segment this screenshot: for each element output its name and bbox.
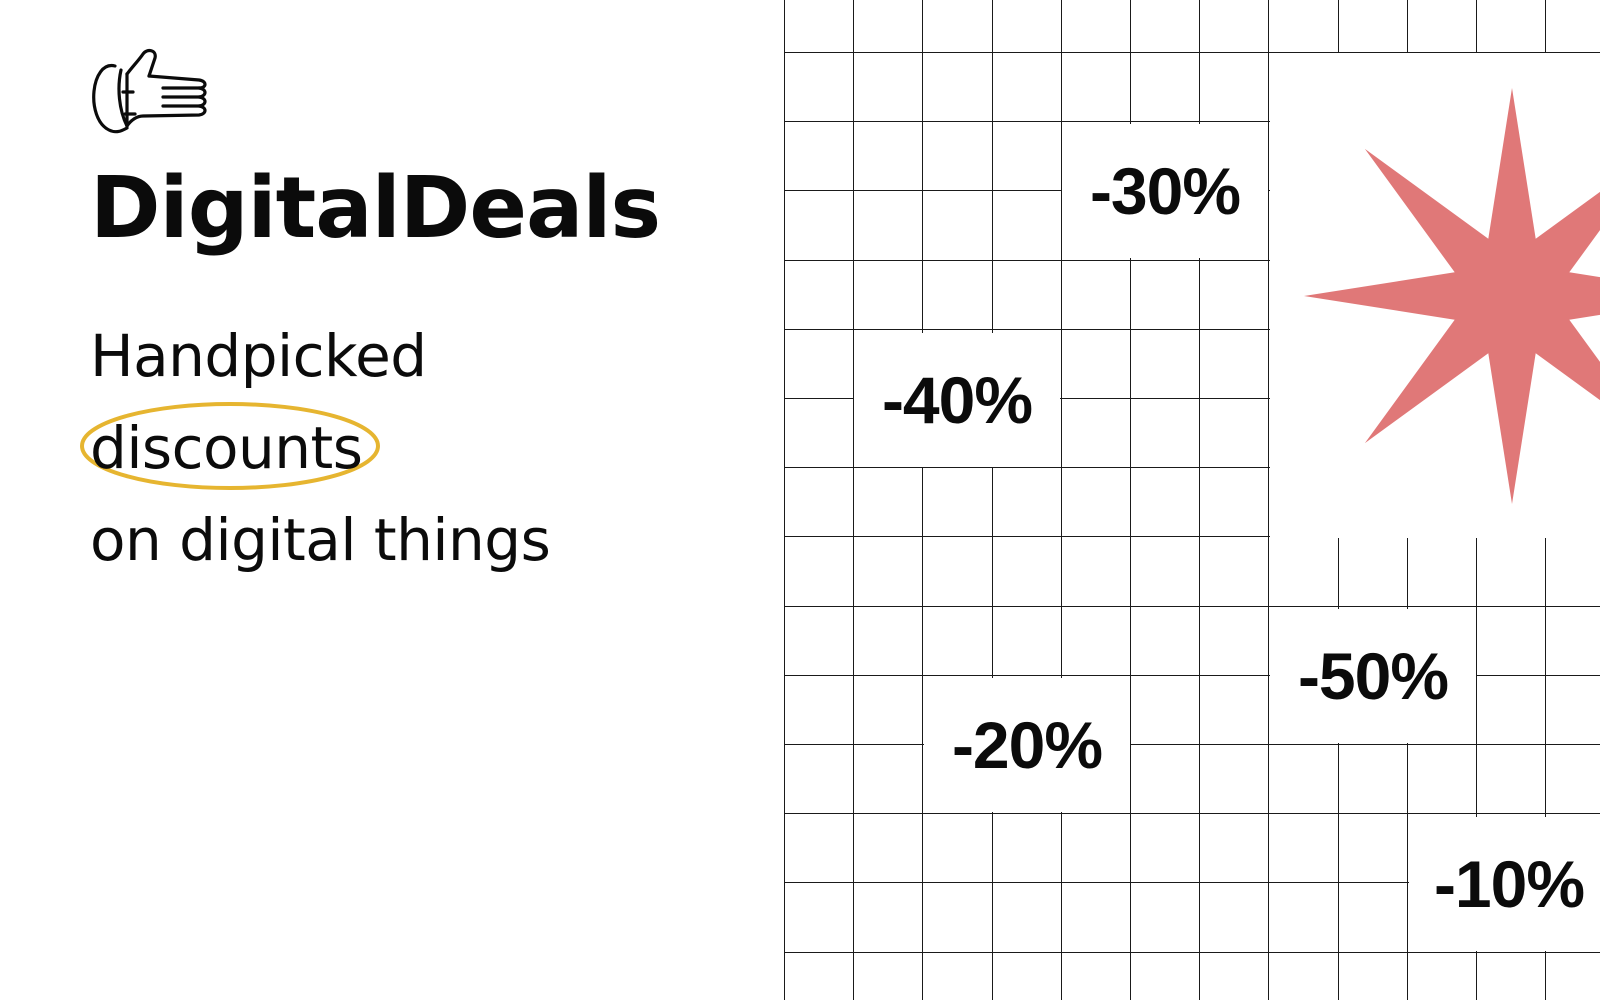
- tagline: Handpicked discounts on digital things: [80, 310, 551, 586]
- discount-badge-30: -30%: [1062, 124, 1268, 258]
- discount-grid: -30% -40% -50% -20% -10%: [784, 0, 1600, 1000]
- discount-badge-50: -50%: [1270, 609, 1476, 743]
- discount-badge-10: -10%: [1409, 817, 1600, 951]
- starburst-shape: [1304, 88, 1600, 504]
- discount-badge-40: -40%: [854, 333, 1060, 467]
- discount-badge-20: -20%: [924, 678, 1130, 812]
- brand-title: DigitalDeals: [90, 159, 661, 258]
- tagline-line-1: Handpicked: [90, 322, 427, 390]
- thumbs-up-hand-icon: [92, 48, 207, 134]
- highlighted-word: discounts: [80, 402, 550, 494]
- tagline-line-2-wrap: discounts: [80, 402, 550, 494]
- tagline-line-3: on digital things: [90, 506, 551, 574]
- highlight-ellipse: [80, 402, 380, 490]
- starburst: [1270, 53, 1600, 538]
- tagline-line-2: discounts: [90, 414, 363, 482]
